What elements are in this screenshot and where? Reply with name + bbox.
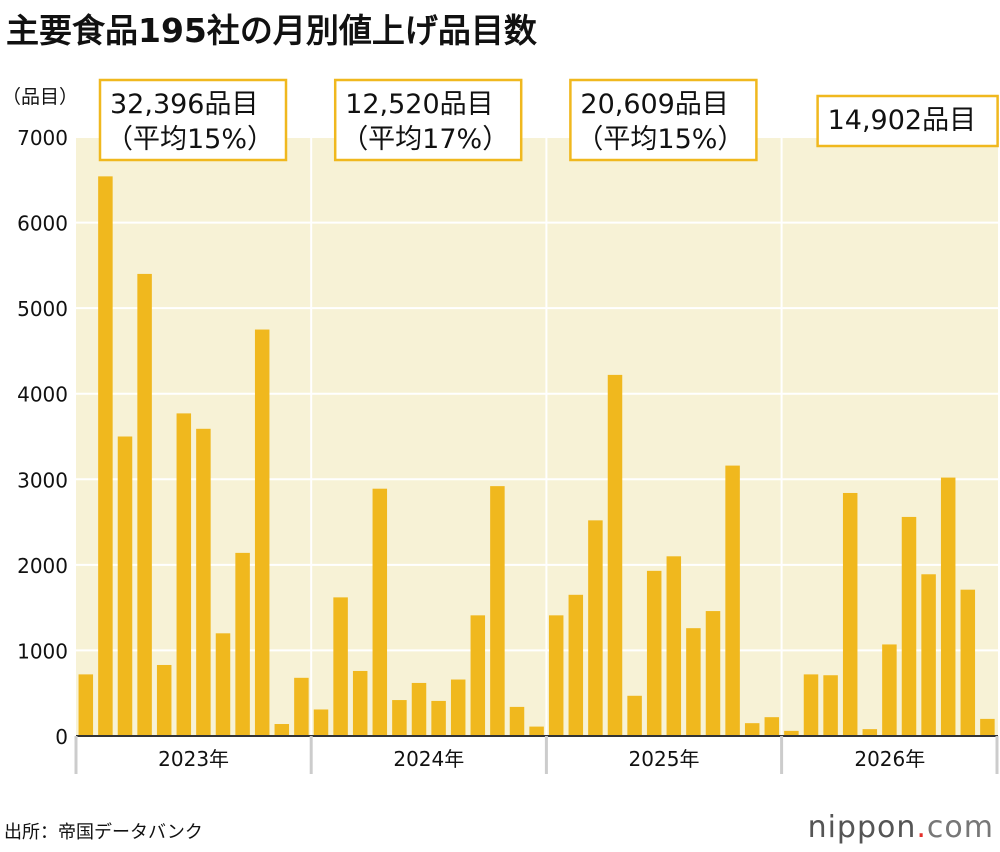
bar-2023年-4 [137,273,152,736]
bar-2024年-11 [509,706,525,736]
bar-2025年-3 [588,520,603,736]
y-tick-label: 6000 [17,212,68,236]
annotation-boxes: 32,396品目 （平均15%） 12,520品目 （平均17%） 20,609品目 （平… [98,78,999,162]
source-note: 出所：帝国データバンク [4,822,203,843]
bar-2026年-5 [862,729,878,736]
annotation-average: （平均15%） [106,124,274,155]
bar-2025年-9 [705,611,721,736]
panel-2025年 [546,137,782,736]
bar-2023年-10 [254,329,270,736]
bar-2026年-10 [960,589,976,736]
bar-2024年-3 [352,670,368,736]
bar-2026年-8 [921,574,936,736]
bar-2023年-1 [78,674,94,736]
y-tick-label: 1000 [17,639,68,663]
bar-2025年-10 [725,465,740,736]
bar-2024年-12 [529,726,544,736]
bar-2025年-4 [607,374,623,736]
bar-2024年-2 [333,597,348,736]
annotation-total: 32,396品目 [110,89,258,120]
bar-2025年-12 [764,717,780,736]
annotation-box: 20,609品目 （平均15%） [569,78,758,162]
year-panels [76,137,998,736]
y-tick-label: 7000 [17,126,68,150]
bar-2023年-12 [294,677,309,736]
x-tick-label: 2024年 [393,747,464,771]
y-tick-label: 5000 [17,297,68,321]
bar-2025年-8 [686,628,701,736]
x-axis-year-labels: 2023年 2024年 2025年 2026年 [158,747,925,771]
y-axis-unit-label: （品目） [2,86,78,108]
y-tick-label: 3000 [17,468,68,492]
annotation-frame [333,78,523,162]
brand-dot: . [916,810,927,845]
annotation-frame [98,78,288,162]
annotation-frame [816,94,999,148]
bar-2023年-11 [274,724,290,736]
y-axis-ticks: 0 1000 2000 3000 4000 5000 6000 7000 [17,126,68,749]
bar-2024年-1 [313,709,329,736]
bar-2023年-7 [196,428,211,736]
annotation-box: 14,902品目 [816,94,999,148]
brand-name: nippon [807,810,917,845]
annotation-total: 20,609品目 [580,89,728,120]
bar-2024年-9 [470,615,486,736]
bar-2025年-1 [548,615,564,736]
annotation-box: 12,520品目 （平均17%） [333,78,523,162]
bar-2026年-4 [842,492,858,736]
brand-logo[interactable]: nippon.com [808,810,994,845]
annotation-total: 14,902品目 [828,105,976,136]
bar-2024年-5 [392,700,407,736]
bar-2026年-7 [901,516,917,736]
bar-2024年-10 [490,486,505,736]
panel-2023年 [76,137,312,736]
bar-2026年-1 [784,730,799,736]
x-tick-label: 2025年 [629,747,700,771]
panel-2024年 [311,137,547,736]
bar-2023年-5 [156,664,172,736]
x-tick-label: 2023年 [158,747,229,771]
annotation-total: 12,520品目 [345,89,493,120]
annotation-average: （平均15%） [576,124,744,155]
y-tick-label: 0 [55,725,68,749]
bar-2024年-4 [372,488,388,736]
annotation-average: （平均17%） [341,124,509,155]
bar-2025年-11 [744,723,760,736]
brand-tld: com [926,810,994,845]
chart-title: 主要食品195社の月別値上げ品目数 [6,11,537,50]
annotation-frame [569,78,758,162]
bar-2024年-7 [431,700,446,736]
bar-2024年-6 [411,682,427,736]
y-tick-label: 4000 [17,383,68,407]
bar-2023年-3 [117,436,133,736]
bar-2025年-6 [646,570,662,736]
x-tick-label: 2026年 [854,747,925,771]
x-axis [74,735,999,774]
bar-2023年-9 [235,552,250,736]
y-tick-label: 2000 [17,554,68,578]
bar-2025年-2 [568,594,584,736]
bar-2026年-9 [940,477,956,736]
bar-2025年-5 [627,695,642,736]
bar-2026年-3 [823,675,838,736]
bar-chart: 0 1000 2000 3000 4000 5000 6000 7000 2023年 2024年… [2,78,999,774]
bars [78,176,995,736]
bar-2023年-6 [176,413,192,736]
annotation-box: 32,396品目 （平均15%） [98,78,288,162]
bar-2025年-7 [666,556,682,736]
bar-2026年-6 [882,644,897,736]
bar-2024年-8 [450,679,466,736]
bar-2026年-11 [980,718,995,736]
bar-2026年-2 [803,674,819,736]
bar-2023年-8 [215,633,231,736]
bar-2023年-2 [98,176,113,736]
